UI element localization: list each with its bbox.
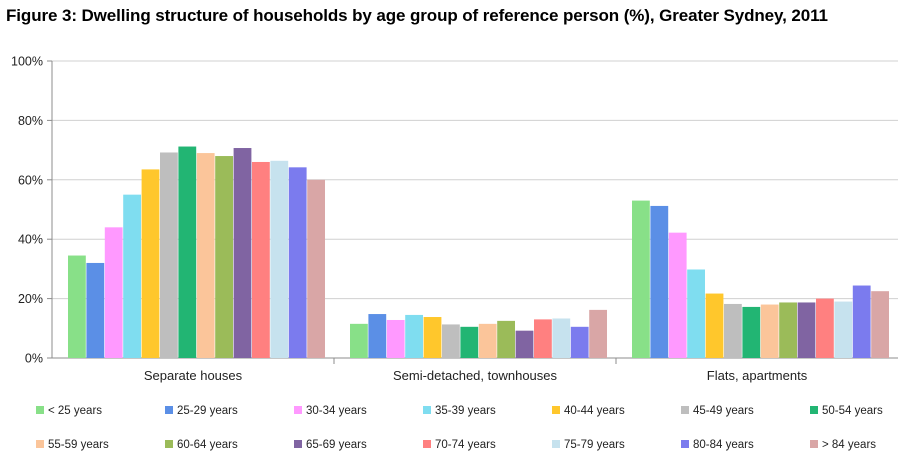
bar	[760, 304, 779, 358]
bar	[552, 318, 571, 358]
legend-label: > 84 years	[822, 439, 876, 451]
legend-swatch	[810, 406, 818, 414]
y-tick-label: 0%	[25, 352, 43, 366]
bar	[442, 324, 460, 358]
legend-label: 60-64 years	[177, 439, 238, 451]
bar	[515, 330, 534, 358]
bar	[742, 306, 761, 358]
bar	[797, 302, 816, 358]
y-axis: 0% 20% 40% 60% 80% 100%	[11, 55, 53, 366]
bar-chart: 0% 20% 40% 60% 80% 100% Separate houses Semi-d…	[11, 55, 898, 451]
bar	[368, 314, 387, 358]
bar	[478, 323, 497, 358]
bar	[270, 160, 289, 358]
bar	[779, 302, 797, 358]
chart-frame: 0% 20% 40% 60% 80% 100% Separate houses Semi-d…	[0, 40, 907, 463]
legend-swatch	[36, 406, 44, 414]
bar	[215, 156, 233, 358]
bar	[852, 285, 871, 358]
bar	[497, 320, 515, 358]
x-tick-label: Separate houses	[144, 368, 243, 383]
bar	[816, 298, 834, 358]
legend-label: 55-59 years	[48, 439, 109, 451]
bar	[423, 317, 442, 358]
legend-label: 45-49 years	[693, 405, 754, 417]
legend-swatch	[681, 406, 689, 414]
bar	[632, 200, 650, 358]
bar	[460, 326, 479, 358]
legend-swatch	[294, 406, 302, 414]
x-tick-label: Semi-detached, townhouses	[393, 368, 558, 383]
y-tick-label: 80%	[18, 114, 43, 128]
legend-swatch	[552, 440, 560, 448]
chart-title: Figure 3: Dwelling structure of househol…	[6, 6, 828, 25]
legend-swatch	[165, 406, 173, 414]
bar	[123, 194, 141, 358]
legend-label: 65-69 years	[306, 439, 367, 451]
legend: < 25 years 25-29 years 30-34 years 35-39 ye…	[36, 405, 883, 451]
legend-label: 30-34 years	[306, 405, 367, 417]
bar	[589, 309, 607, 358]
legend-label: 35-39 years	[435, 405, 496, 417]
y-tick-label: 60%	[18, 173, 43, 187]
bars	[68, 146, 889, 358]
legend-label: 75-79 years	[564, 439, 625, 451]
bar	[141, 169, 160, 358]
bar	[196, 153, 215, 358]
legend-label: < 25 years	[48, 405, 102, 417]
bar	[650, 205, 669, 358]
legend-swatch	[165, 440, 173, 448]
legend-swatch	[681, 440, 689, 448]
bar	[570, 326, 589, 358]
bar	[405, 314, 423, 358]
bar	[307, 179, 325, 358]
bar	[386, 319, 405, 358]
bar	[68, 255, 86, 358]
bar	[104, 227, 123, 358]
bar	[178, 146, 197, 358]
legend-swatch	[552, 406, 560, 414]
bar	[834, 301, 853, 358]
legend-label: 80-84 years	[693, 439, 754, 451]
bar	[288, 167, 307, 358]
x-axis: Separate houses Semi-detached, townhouses…	[52, 357, 898, 383]
bar	[705, 293, 724, 358]
legend-swatch	[294, 440, 302, 448]
legend-label: 50-54 years	[822, 405, 883, 417]
legend-label: 25-29 years	[177, 405, 238, 417]
legend-swatch	[423, 440, 431, 448]
bar	[252, 161, 270, 358]
bar	[687, 269, 705, 358]
legend-swatch	[810, 440, 818, 448]
bar	[724, 303, 742, 358]
x-tick-label: Flats, apartments	[707, 368, 808, 383]
bar	[871, 291, 889, 358]
bar	[350, 323, 368, 358]
bar	[86, 262, 105, 358]
bar	[668, 232, 687, 358]
y-tick-label: 40%	[18, 233, 43, 247]
legend-label: 70-74 years	[435, 439, 496, 451]
bar	[160, 152, 178, 358]
y-tick-label: 100%	[11, 55, 43, 69]
y-tick-label: 20%	[18, 292, 43, 306]
bar	[233, 148, 252, 358]
bar	[534, 319, 552, 358]
legend-swatch	[423, 406, 431, 414]
legend-label: 40-44 years	[564, 405, 625, 417]
legend-swatch	[36, 440, 44, 448]
